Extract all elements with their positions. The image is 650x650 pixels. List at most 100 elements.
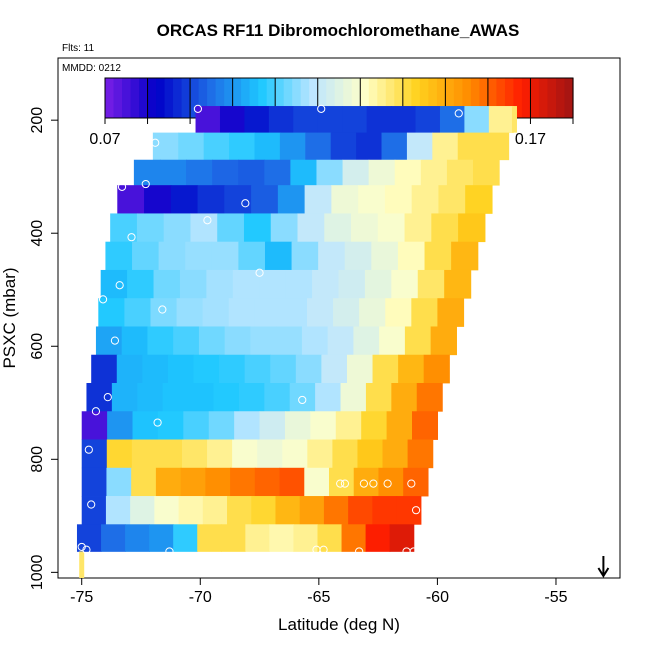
- data-cell: [342, 159, 370, 186]
- data-cell: [264, 383, 291, 412]
- data-cell: [285, 269, 313, 299]
- data-cell: [254, 298, 282, 327]
- data-cell: [137, 383, 164, 412]
- data-cell: [250, 326, 277, 356]
- sample-marker: [298, 395, 307, 405]
- data-cell: [472, 159, 500, 186]
- data-cell: [431, 213, 459, 243]
- data-cell: [351, 213, 379, 243]
- data-cell: [158, 241, 186, 271]
- colorbar-swatch: [487, 78, 498, 118]
- x-tick-label: -70: [189, 589, 212, 606]
- data-cell: [179, 269, 207, 299]
- data-cell: [396, 496, 422, 525]
- data-cell: [195, 106, 221, 134]
- data-cell: [202, 298, 230, 327]
- data-cell: [157, 411, 184, 440]
- data-cell: [282, 439, 308, 469]
- data-cell: [411, 298, 439, 327]
- data-cell: [117, 185, 145, 214]
- data-cell: [217, 213, 245, 243]
- colorbar-swatch: [190, 78, 200, 118]
- data-cell: [318, 241, 346, 271]
- data-cell: [81, 467, 108, 497]
- data-cell: [229, 132, 256, 161]
- data-cell: [353, 326, 380, 356]
- data-cell: [371, 241, 399, 271]
- data-cell: [251, 185, 279, 214]
- data-cell: [323, 496, 349, 525]
- data-cell: [420, 159, 448, 186]
- data-cell: [417, 269, 445, 299]
- sample-marker: [141, 179, 150, 189]
- colorbar-swatch: [258, 78, 268, 118]
- colorbar-swatch: [156, 78, 166, 118]
- data-cell: [162, 383, 189, 412]
- x-tick-label: -55: [544, 589, 567, 606]
- data-cell: [483, 132, 510, 161]
- colorbar-swatch: [360, 78, 370, 118]
- data-cell: [133, 159, 161, 186]
- colorbar-swatch: [521, 78, 532, 118]
- data-cell: [275, 496, 301, 525]
- data-cell: [403, 467, 429, 497]
- data-cell: [269, 524, 295, 552]
- data-cell: [364, 269, 392, 299]
- data-cell: [173, 524, 198, 552]
- y-tick-label: 600: [29, 333, 46, 360]
- data-cell: [446, 159, 474, 186]
- data-cell: [100, 269, 128, 299]
- data-cell: [111, 383, 138, 412]
- data-cell: [299, 496, 325, 525]
- x-tick-label: -65: [307, 589, 330, 606]
- data-cell: [264, 241, 293, 271]
- data-cell: [291, 241, 319, 271]
- colorbar-swatch: [453, 78, 463, 118]
- sample-marker: [409, 547, 418, 556]
- data-cell: [377, 213, 406, 243]
- colorbar-swatch: [122, 78, 132, 118]
- sample-marker: [77, 542, 86, 552]
- sample-marker: [203, 216, 212, 225]
- data-cell: [149, 524, 174, 552]
- colorbar-swatch: [283, 78, 293, 118]
- data-cell: [91, 354, 118, 384]
- data-cell: [317, 524, 343, 552]
- data-cell: [206, 269, 234, 299]
- data-cell: [136, 213, 165, 243]
- colorbar-swatch: [317, 78, 327, 118]
- data-cell: [264, 159, 291, 186]
- sample-marker: [319, 545, 328, 554]
- colorbar-swatch: [411, 78, 421, 118]
- data-cell: [244, 106, 270, 134]
- sample-marker: [383, 479, 392, 488]
- data-cell: [293, 106, 319, 134]
- data-cell: [317, 106, 343, 134]
- sample-marker: [407, 479, 416, 488]
- colorbar-swatch: [241, 78, 251, 118]
- data-cell: [279, 467, 305, 497]
- data-cell: [304, 185, 332, 214]
- data-cell: [207, 439, 233, 469]
- data-cell: [277, 185, 306, 214]
- data-cell: [81, 439, 108, 469]
- data-cell: [346, 354, 374, 384]
- sample-marker: [110, 336, 120, 345]
- colorbar-swatch: [309, 78, 319, 118]
- data-cell: [321, 354, 348, 384]
- data-cell: [511, 106, 517, 133]
- sample-marker: [454, 109, 463, 118]
- data-cell: [130, 496, 155, 525]
- colorbar-swatch: [496, 78, 506, 118]
- data-cell: [295, 354, 322, 384]
- data-cell: [197, 524, 222, 552]
- y-axis-label: PSXC (mbar): [0, 267, 19, 368]
- colorbar-swatch: [479, 78, 489, 118]
- data-cell: [144, 185, 172, 214]
- colorbar-swatch: [266, 78, 276, 118]
- data-cell: [238, 159, 265, 186]
- colorbar-swatch: [385, 78, 395, 118]
- sample-marker: [317, 104, 326, 113]
- data-cell: [154, 496, 180, 525]
- data-cell: [340, 383, 367, 412]
